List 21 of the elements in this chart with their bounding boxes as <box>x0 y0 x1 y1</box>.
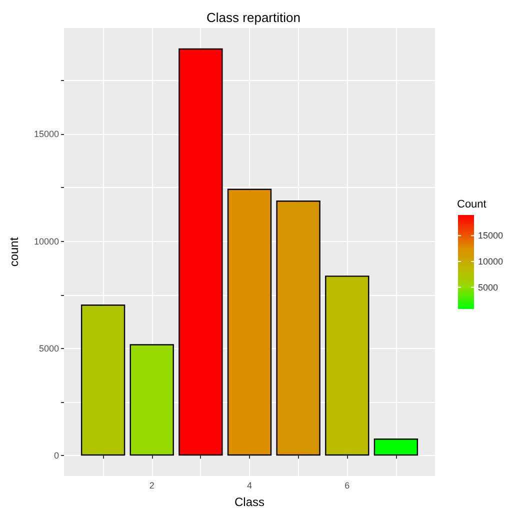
color-bar-label: 10000 <box>478 256 504 266</box>
bar <box>276 200 320 456</box>
x-tick-label: 2 <box>149 480 154 490</box>
color-bar-label: 5000 <box>478 282 498 292</box>
y-tick-label: 5000 <box>38 343 59 354</box>
chart-title: Class repartition <box>206 10 300 25</box>
y-tick-label: 10000 <box>34 236 59 246</box>
bar <box>80 304 126 456</box>
bar <box>178 48 223 456</box>
y-axis-title: count <box>7 236 21 267</box>
bar <box>325 276 370 456</box>
x-tick-label: 6 <box>344 480 350 490</box>
color-bar-label: 15000 <box>478 230 504 241</box>
bar <box>374 438 418 456</box>
y-tick-label: 0 <box>54 450 59 461</box>
y-tick-label: 15000 <box>34 129 59 140</box>
bar <box>130 344 174 456</box>
color-bar-title: Count <box>457 198 486 210</box>
x-axis-title: Class <box>234 495 265 509</box>
x-tick-label: 4 <box>246 480 252 490</box>
bar <box>227 188 272 456</box>
